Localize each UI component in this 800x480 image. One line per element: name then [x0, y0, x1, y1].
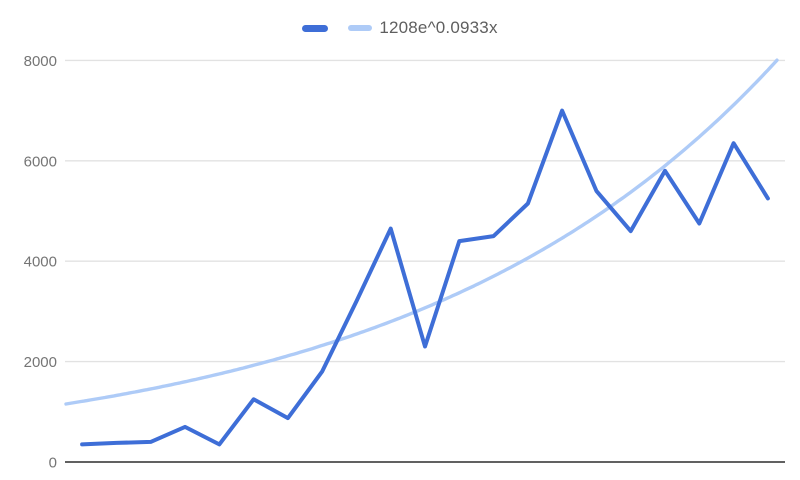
series-legend-dash-icon	[302, 24, 329, 32]
y-tick-label: 6000	[24, 153, 57, 170]
series-line	[80, 108, 770, 447]
chart-legend: 1208e^0.0933x	[0, 18, 800, 37]
y-tick-label: 0	[49, 455, 57, 472]
trendline-legend-dash-icon	[348, 25, 373, 31]
trendline-equation-label: 1208e^0.0933x	[379, 18, 498, 37]
y-tick-label: 4000	[24, 254, 57, 271]
trendline-curve	[64, 58, 779, 406]
y-tick-label: 2000	[24, 354, 57, 371]
y-tick-label: 8000	[24, 53, 57, 70]
